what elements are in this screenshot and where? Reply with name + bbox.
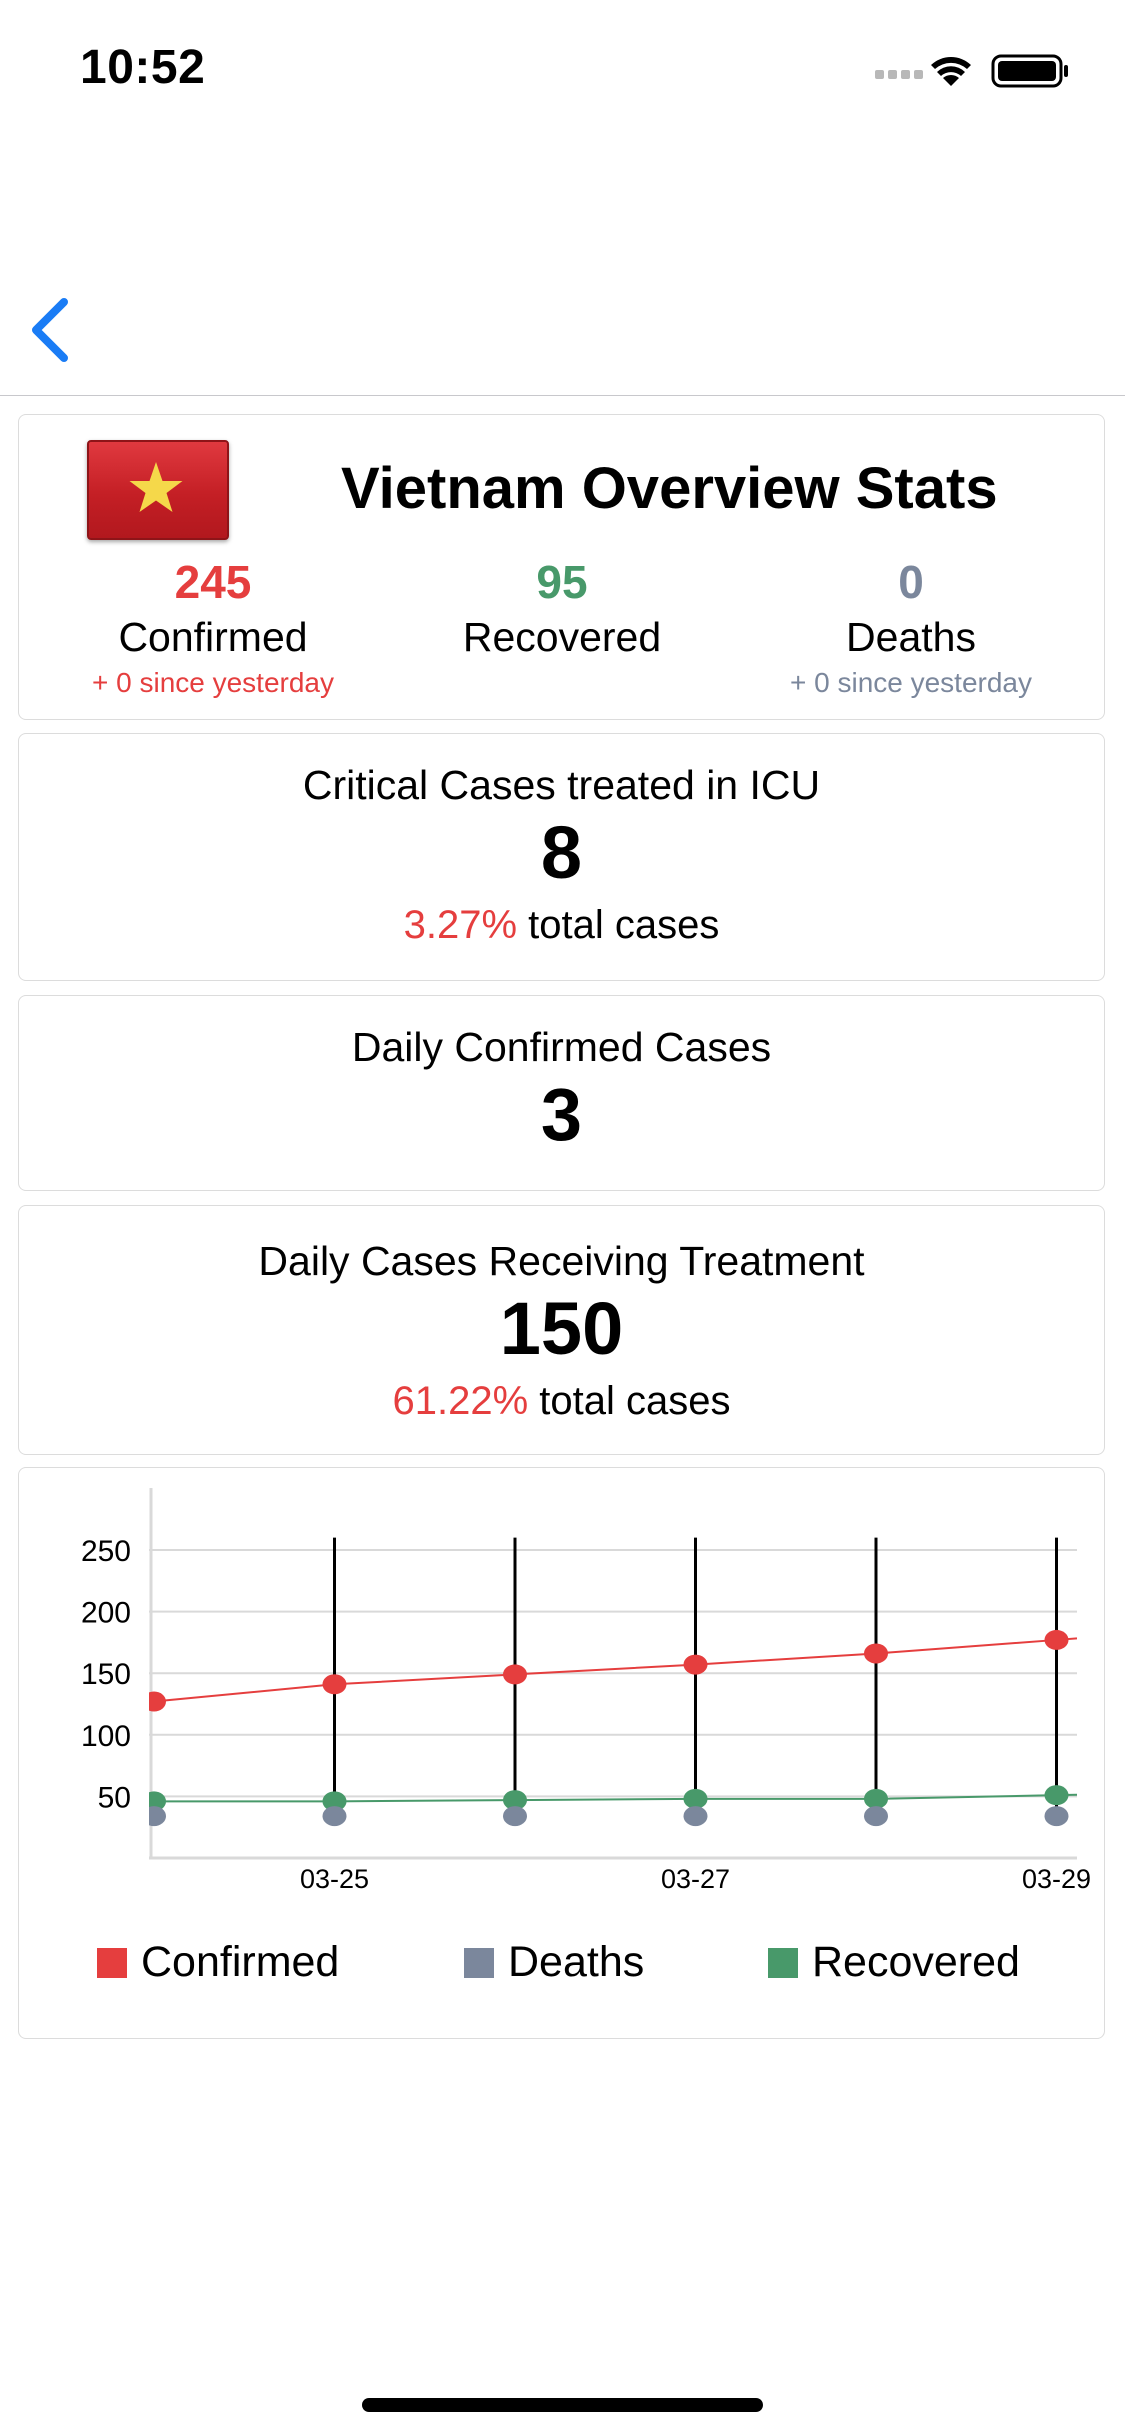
data-point-recovered bbox=[322, 1791, 347, 1812]
daily-confirmed-card: Daily Confirmed Cases 3 bbox=[18, 995, 1105, 1191]
x-tick-label: 03-29 bbox=[1022, 1864, 1091, 1894]
daily-confirmed-title: Daily Confirmed Cases bbox=[351, 1024, 772, 1070]
x-tick-label: 03-25 bbox=[300, 1864, 369, 1894]
data-point-deaths bbox=[503, 1806, 527, 1827]
data-point-deaths bbox=[322, 1806, 347, 1827]
data-point-confirmed bbox=[149, 1691, 166, 1712]
critical-pct-line: 3.27% total cases bbox=[19, 900, 1104, 950]
data-point-recovered bbox=[1044, 1785, 1069, 1806]
legend-item-deaths[interactable]: Deaths bbox=[464, 1938, 644, 1987]
confirmed-value: 245 bbox=[174, 556, 252, 608]
data-point-recovered bbox=[503, 1790, 527, 1811]
data-point-confirmed bbox=[503, 1664, 527, 1685]
status-icons bbox=[875, 54, 1068, 88]
critical-title: Critical Cases treated in ICU bbox=[302, 762, 821, 808]
data-point-recovered bbox=[864, 1788, 888, 1809]
y-tick-label: 150 bbox=[81, 1658, 131, 1691]
page-title: Vietnam Overview Stats bbox=[341, 456, 998, 521]
treatment-title: Daily Cases Receiving Treatment bbox=[258, 1238, 865, 1284]
chevron-left-icon bbox=[32, 298, 68, 362]
overview-card: Vietnam Overview Stats 245 Confirmed + 0… bbox=[18, 414, 1105, 720]
legend-swatch-deaths bbox=[464, 1947, 494, 1978]
cellular-signal-icon bbox=[875, 70, 923, 79]
y-tick-label: 250 bbox=[81, 1535, 131, 1568]
confirmed-since: + 0 since yesterday bbox=[91, 667, 335, 698]
y-tick-label: 100 bbox=[81, 1720, 131, 1753]
y-tick-label: 50 bbox=[98, 1781, 131, 1814]
back-button[interactable] bbox=[18, 290, 88, 370]
recovered-stat: 95 Recovered bbox=[392, 555, 732, 665]
wifi-icon bbox=[931, 57, 971, 86]
data-point-confirmed bbox=[864, 1643, 888, 1664]
chart-legend: Confirmed Deaths Recovered bbox=[19, 1938, 1104, 1998]
deaths-stat: 0 Deaths + 0 since yesterday bbox=[741, 555, 1081, 701]
legend-item-recovered[interactable]: Recovered bbox=[768, 1938, 1020, 1987]
series-line-confirmed bbox=[153, 1637, 1077, 1703]
y-tick-label: 200 bbox=[81, 1597, 131, 1630]
treatment-card: Daily Cases Receiving Treatment 150 61.2… bbox=[18, 1205, 1105, 1455]
vietnam-flag-icon bbox=[87, 440, 229, 540]
data-point-confirmed bbox=[1044, 1629, 1069, 1650]
critical-pct: 3.27% bbox=[403, 903, 518, 947]
critical-suffix: total cases bbox=[528, 903, 720, 947]
confirmed-stat: 245 Confirmed + 0 since yesterday bbox=[43, 555, 383, 701]
x-tick-label: 03-27 bbox=[661, 1864, 730, 1894]
nav-divider bbox=[0, 395, 1125, 396]
deaths-since: + 0 since yesterday bbox=[789, 667, 1033, 698]
treatment-pct-line: 61.22% total cases bbox=[19, 1376, 1104, 1426]
legend-swatch-confirmed bbox=[97, 1947, 127, 1978]
data-point-deaths bbox=[864, 1806, 888, 1827]
data-point-confirmed bbox=[322, 1674, 347, 1695]
confirmed-label: Confirmed bbox=[118, 614, 308, 660]
home-indicator bbox=[362, 2398, 763, 2412]
legend-swatch-recovered bbox=[768, 1947, 798, 1978]
data-point-deaths bbox=[683, 1806, 708, 1827]
critical-value: 8 bbox=[540, 811, 583, 894]
treatment-suffix: total cases bbox=[539, 1379, 731, 1423]
deaths-value: 0 bbox=[898, 556, 924, 608]
treatment-pct: 61.22% bbox=[392, 1379, 529, 1423]
legend-label-recovered: Recovered bbox=[812, 1938, 1020, 1986]
recovered-label: Recovered bbox=[462, 614, 662, 660]
status-time: 10:52 bbox=[80, 41, 206, 94]
deaths-label: Deaths bbox=[846, 614, 976, 660]
data-point-recovered bbox=[683, 1788, 708, 1809]
battery-icon bbox=[991, 54, 1068, 88]
daily-confirmed-value: 3 bbox=[540, 1073, 583, 1156]
chart-card: 50 100 150 200 250 03-25 03-27 03-29 Confirmed … bbox=[18, 1467, 1105, 2039]
status-bar: 10:52 bbox=[0, 0, 1125, 140]
data-point-deaths bbox=[149, 1806, 166, 1827]
recovered-value: 95 bbox=[536, 556, 588, 608]
data-point-deaths bbox=[1044, 1806, 1069, 1827]
legend-item-confirmed[interactable]: Confirmed bbox=[97, 1938, 339, 1987]
legend-label-confirmed: Confirmed bbox=[141, 1938, 340, 1986]
treatment-value: 150 bbox=[499, 1287, 624, 1370]
critical-card: Critical Cases treated in ICU 8 3.27% to… bbox=[18, 733, 1105, 981]
data-point-confirmed bbox=[683, 1654, 708, 1675]
legend-label-deaths: Deaths bbox=[508, 1938, 645, 1986]
line-chart[interactable]: 50 100 150 200 250 03-25 03-27 03-29 bbox=[19, 1468, 1106, 1928]
